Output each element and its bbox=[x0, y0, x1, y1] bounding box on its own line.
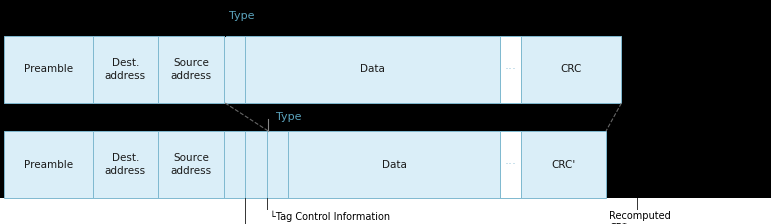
Bar bbox=[500, 131, 521, 198]
Bar bbox=[521, 131, 606, 198]
Bar bbox=[245, 131, 267, 198]
Bar bbox=[93, 131, 158, 198]
Bar bbox=[500, 36, 521, 103]
Bar bbox=[621, 36, 771, 103]
Text: Recomputed
CRᵀ: Recomputed CRᵀ bbox=[609, 211, 671, 224]
Text: Dest.
address: Dest. address bbox=[105, 153, 146, 176]
Bar bbox=[4, 36, 93, 103]
Bar bbox=[288, 131, 500, 198]
Bar bbox=[500, 131, 521, 198]
Text: Type: Type bbox=[229, 11, 254, 21]
Bar bbox=[0, 103, 224, 131]
Text: CRC': CRC' bbox=[551, 160, 576, 170]
Text: ···: ··· bbox=[504, 63, 517, 76]
Polygon shape bbox=[224, 103, 621, 131]
Bar bbox=[0, 0, 771, 36]
Text: Data: Data bbox=[382, 160, 406, 170]
Text: Data: Data bbox=[360, 65, 385, 74]
Bar bbox=[521, 36, 621, 103]
Bar bbox=[267, 131, 288, 198]
Bar bbox=[158, 131, 224, 198]
Bar bbox=[158, 36, 224, 103]
Text: Source
address: Source address bbox=[170, 58, 211, 81]
Text: Preamble: Preamble bbox=[24, 160, 72, 170]
Bar bbox=[224, 131, 245, 198]
Text: CRC: CRC bbox=[561, 65, 582, 74]
Bar bbox=[93, 36, 158, 103]
Bar bbox=[4, 131, 93, 198]
Bar bbox=[500, 36, 521, 103]
Text: Type: Type bbox=[276, 112, 301, 122]
Text: ···: ··· bbox=[504, 158, 517, 171]
Bar bbox=[224, 36, 245, 103]
Text: Dest.
address: Dest. address bbox=[105, 58, 146, 81]
Bar bbox=[606, 131, 771, 198]
Text: Source
address: Source address bbox=[170, 153, 211, 176]
Bar bbox=[245, 36, 500, 103]
Text: └Tag Control Information: └Tag Control Information bbox=[270, 211, 390, 222]
Bar bbox=[0, 198, 771, 224]
Text: Preamble: Preamble bbox=[24, 65, 72, 74]
